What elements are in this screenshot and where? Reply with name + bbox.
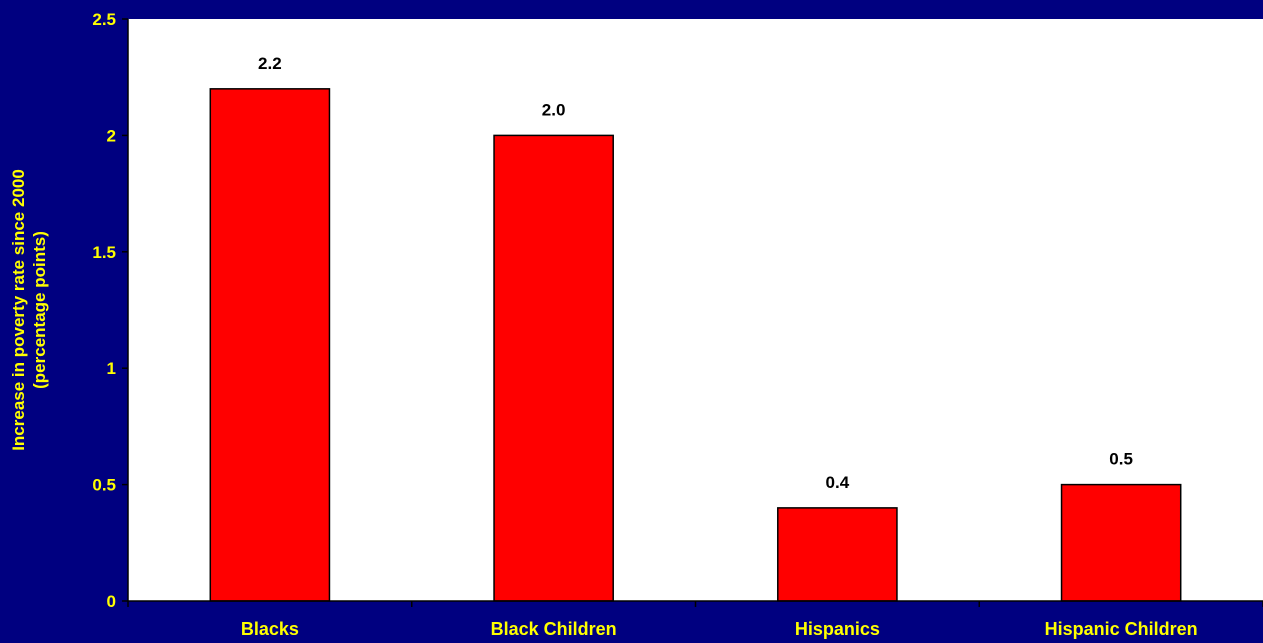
data-labels: 2.2 2.0 0.4 0.5 xyxy=(258,54,1133,492)
x-axis: Blacks Black Children Hispanics Hispanic Ch… xyxy=(127,600,1263,639)
data-label: 0.5 xyxy=(1109,450,1133,469)
y-axis: 0 0.5 1 1.5 2 2.5 xyxy=(92,10,129,611)
y-tick-label: 1.5 xyxy=(92,243,116,262)
y-axis-title: Increase in poverty rate since 2000 (per… xyxy=(9,169,49,451)
bar-hispanics xyxy=(777,507,898,602)
y-tick-label: 0 xyxy=(107,592,116,611)
data-label: 2.2 xyxy=(258,54,282,73)
y-axis-title-line-2: (percentage points) xyxy=(30,231,49,389)
y-tick-label: 2 xyxy=(107,126,116,145)
x-tick-label: Hispanics xyxy=(795,619,880,639)
data-label: 2.0 xyxy=(542,100,566,119)
y-axis-title-line-1: Increase in poverty rate since 2000 xyxy=(9,169,28,451)
x-tick-label: Hispanic Children xyxy=(1045,619,1198,639)
x-tick-label: Black Children xyxy=(491,619,617,639)
y-tick-label: 1 xyxy=(107,359,116,378)
bar-black-children xyxy=(493,134,614,602)
x-tick-label: Blacks xyxy=(241,619,299,639)
data-label: 0.4 xyxy=(826,473,850,492)
bars xyxy=(209,88,1182,602)
bar-blacks xyxy=(209,88,331,602)
y-tick-label: 0.5 xyxy=(92,476,116,495)
bar-hispanic-children xyxy=(1060,483,1182,602)
y-tick-label: 2.5 xyxy=(92,10,116,29)
